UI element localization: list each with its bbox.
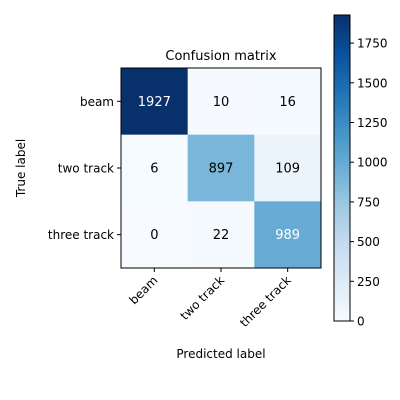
y-axis-ticks: beam two track three track [48, 95, 121, 242]
colorbar-tick-label: 250 [357, 275, 380, 289]
cell-value-label: 989 [275, 228, 300, 243]
cell-value-label: 1927 [138, 95, 171, 110]
x-axis-label: Predicted label [176, 347, 265, 361]
x-axis-ticks: beam two track three track [126, 268, 293, 330]
colorbar-tick-label: 1250 [357, 116, 388, 130]
cell-value-label: 109 [275, 162, 300, 177]
cell-value-label: 22 [213, 228, 230, 243]
colorbar-tick-label: 750 [357, 195, 380, 209]
chart-title: Confusion matrix [165, 49, 276, 64]
cell-value-label: 10 [213, 95, 230, 110]
colorbar-tick-label: 1500 [357, 76, 388, 90]
colorbar-ticks: 0 250 500 750 1000 1250 1500 1750 [350, 37, 388, 329]
x-tick-label: beam [126, 273, 160, 307]
colorbar-tick-label: 500 [357, 235, 380, 249]
colorbar-gradient [334, 15, 350, 321]
cell-value-label: 6 [150, 162, 158, 177]
y-tick-label: two track [58, 162, 114, 176]
cell-value-label: 0 [150, 228, 158, 243]
y-tick-label: beam [80, 95, 114, 109]
y-axis-label: True label [14, 139, 28, 198]
x-tick-label: three track [237, 273, 294, 330]
colorbar-tick-label: 0 [357, 315, 365, 329]
colorbar-tick-label: 1750 [357, 37, 388, 51]
y-tick-label: three track [48, 228, 114, 242]
cell-value-label: 897 [209, 162, 234, 177]
cell-value-label: 16 [279, 95, 296, 110]
colorbar: 0 250 500 750 1000 1250 1500 1750 [334, 15, 388, 329]
x-tick-label: two track [177, 273, 227, 323]
colorbar-tick-label: 1000 [357, 156, 388, 170]
